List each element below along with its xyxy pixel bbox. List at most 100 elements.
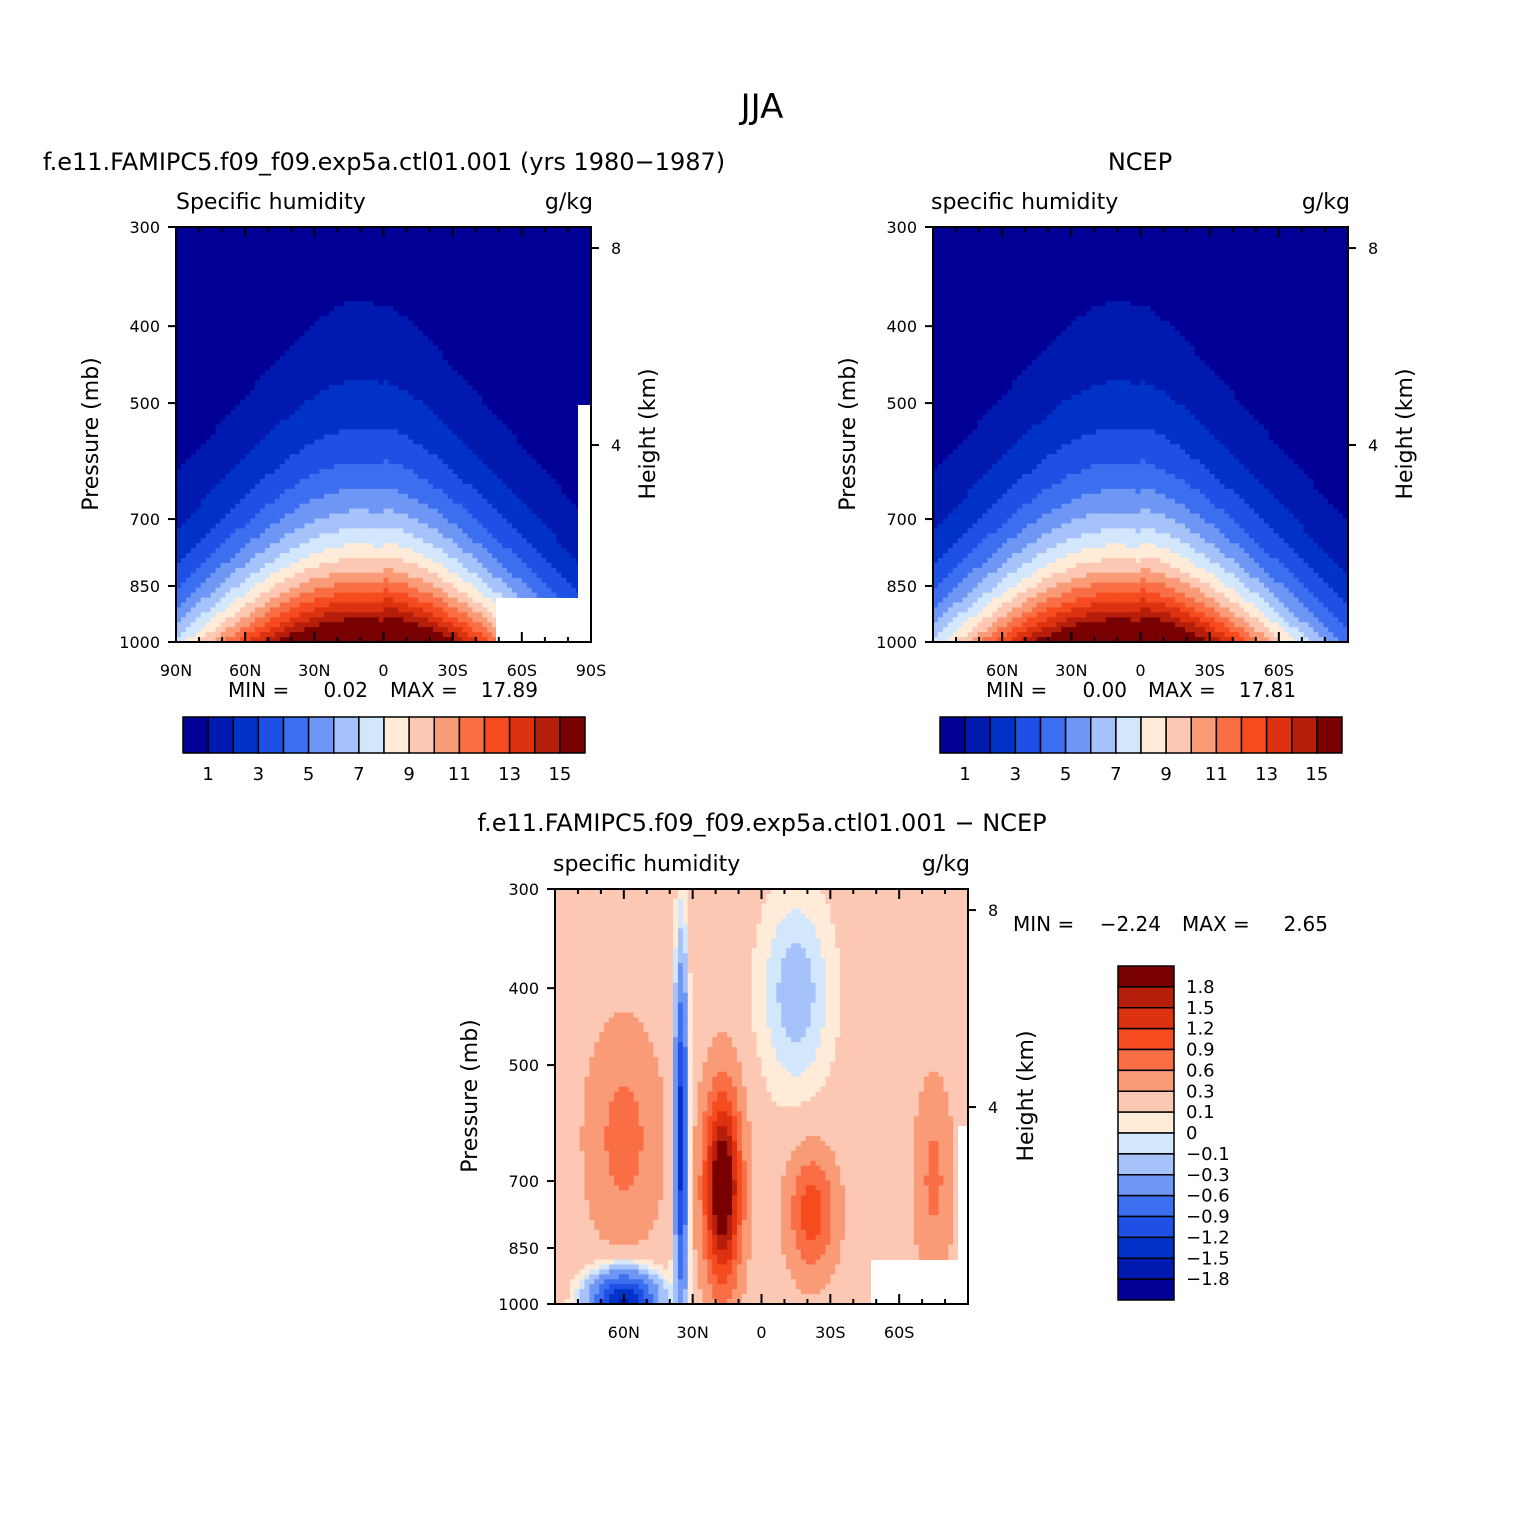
contour-cell <box>546 286 553 292</box>
contour-cell <box>462 394 469 401</box>
contour-cell <box>353 390 360 396</box>
contour-cell <box>398 375 404 381</box>
contour-cell <box>299 390 306 396</box>
contour-cell <box>358 281 365 287</box>
contour-cell <box>215 256 222 263</box>
contour-cell <box>299 310 306 317</box>
contour-cell <box>497 380 503 386</box>
contour-cell <box>378 231 385 238</box>
contour-cell <box>324 281 330 287</box>
contour-cell <box>215 394 222 401</box>
contour-cell <box>299 350 306 357</box>
contour-cell <box>413 315 419 322</box>
contour-cell <box>343 498 350 505</box>
contour-cell <box>437 281 444 287</box>
contour-cell <box>502 424 508 431</box>
contour-cell <box>274 286 281 292</box>
contour-cell <box>492 231 498 238</box>
contour-cell <box>309 320 315 327</box>
contour-cell <box>200 335 207 342</box>
contour-cell <box>180 488 187 495</box>
contour-cell <box>334 464 340 470</box>
contour-cell <box>566 306 572 312</box>
contour-cell <box>259 424 266 431</box>
contour-cell <box>309 429 315 436</box>
contour-cell <box>418 414 424 421</box>
contour-cell <box>482 488 488 495</box>
contour-cell <box>423 469 429 475</box>
contour-cell <box>329 414 335 421</box>
contour-cell <box>210 399 217 406</box>
contour-cell <box>502 449 508 455</box>
contour-cell <box>571 266 577 273</box>
contour-cell <box>205 231 212 238</box>
contour-cell <box>319 503 325 510</box>
contour-cell <box>304 310 310 317</box>
contour-cell <box>536 513 543 520</box>
contour-cell <box>215 390 222 396</box>
contour-cell <box>289 380 296 386</box>
contour-cell <box>477 493 483 500</box>
contour-cell <box>259 330 266 337</box>
contour-cell <box>240 276 246 282</box>
contour-cell <box>447 320 454 327</box>
contour-cell <box>274 281 281 287</box>
contour-cell <box>432 488 439 495</box>
contour-cell <box>334 251 340 258</box>
contour-cell <box>299 296 306 302</box>
contour-cell <box>363 301 370 307</box>
contour-cell <box>314 236 320 243</box>
contour-cell <box>274 271 281 277</box>
contour-cell <box>423 365 429 371</box>
contour-cell <box>373 301 380 307</box>
contour-cell <box>235 310 241 317</box>
contour-cell <box>368 370 375 376</box>
contour-cell <box>571 459 577 465</box>
contour-cell <box>245 350 251 357</box>
contour-cell <box>516 469 523 475</box>
contour-cell <box>487 350 493 357</box>
contour-cell <box>511 296 518 302</box>
contour-cell <box>511 251 518 258</box>
contour-cell <box>556 434 562 441</box>
contour-cell <box>497 493 503 500</box>
contour-cell <box>507 469 513 475</box>
contour-cell <box>324 291 330 297</box>
contour-cell <box>363 227 370 233</box>
contour-cell <box>334 390 340 396</box>
contour-cell <box>373 404 380 411</box>
contour-cell <box>388 404 394 411</box>
contour-cell <box>566 330 572 337</box>
contour-cell <box>403 444 409 450</box>
contour-cell <box>477 409 483 416</box>
contour-cell <box>176 320 182 327</box>
contour-cell <box>571 335 577 342</box>
contour-cell <box>373 503 380 510</box>
contour-cell <box>185 281 192 287</box>
contour-cell <box>398 414 404 421</box>
contour-cell <box>195 444 202 450</box>
contour-cell <box>497 315 503 322</box>
contour-cell <box>185 385 192 391</box>
contour-cell <box>348 429 355 436</box>
contour-cell <box>215 251 222 258</box>
contour-cell <box>176 513 182 520</box>
contour-cell <box>457 345 464 352</box>
contour-cell <box>497 449 503 455</box>
contour-cell <box>388 355 394 361</box>
contour-cell <box>220 414 226 421</box>
contour-cell <box>314 256 320 263</box>
contour-cell <box>363 474 370 480</box>
contour-cell <box>205 478 212 485</box>
contour-cell <box>388 345 394 352</box>
contour-cell <box>521 429 528 436</box>
contour-cell <box>195 449 202 455</box>
contour-cell <box>200 291 207 297</box>
contour-cell <box>556 404 562 411</box>
contour-cell <box>220 439 226 445</box>
contour-cell <box>472 301 478 307</box>
contour-cell <box>571 434 577 441</box>
contour-cell <box>378 380 385 386</box>
contour-cell <box>447 365 454 371</box>
contour-cell <box>457 246 464 253</box>
